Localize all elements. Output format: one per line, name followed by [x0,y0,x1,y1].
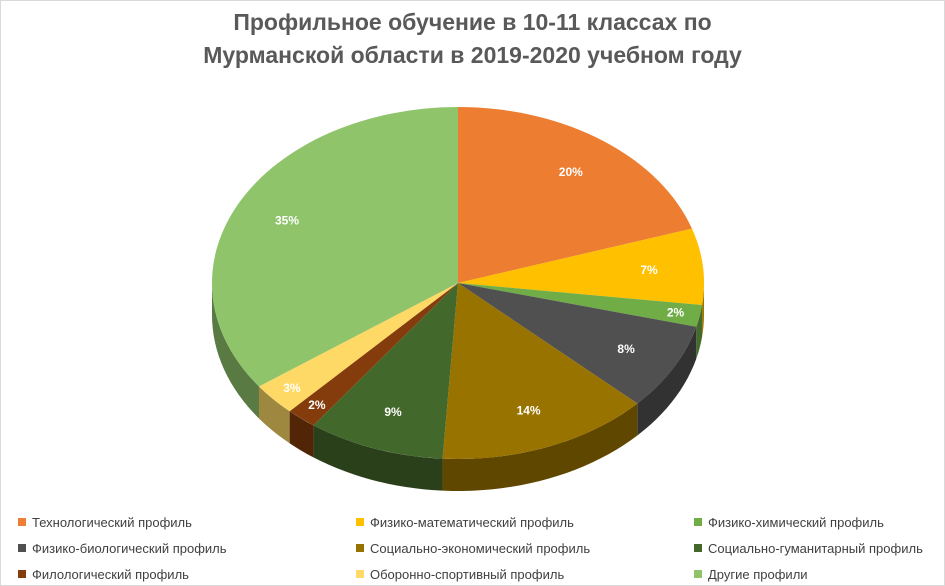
pie-side-физико-биологический-профиль [637,326,697,436]
legend-swatch [356,544,364,552]
pie-side-walls [212,283,704,491]
data-label-физико-химический-профиль: 2% [667,306,685,320]
pie-slice-физико-математический-профиль [458,228,705,306]
data-label-другие-профили: 35% [275,214,299,228]
pie-side-физико-математический-профиль [702,283,704,338]
legend-swatch [694,518,702,526]
chart-title-line-2: Мурманской области в 2019-2020 учебном г… [203,42,742,68]
legend-swatch [356,570,364,578]
legend-item-филологический-профиль: Филологический профиль [18,564,189,584]
legend-item-физико-математический-профиль: Физико-математический профиль [356,512,574,532]
data-label-физико-математический-профиль: 7% [640,263,658,277]
pie-slice-технологический-профиль [458,107,692,283]
pie-slice-другие-профили [211,107,458,387]
pie-slice-оборонно-спортивный-профиль [258,283,458,412]
legend-item-социально-гуманитарный-профиль: Социально-гуманитарный профиль [694,538,923,558]
data-label-оборонно-спортивный-профиль: 3% [283,381,301,395]
data-label-социально-гуманитарный-профиль: 9% [384,405,402,419]
legend-label: Физико-химический профиль [708,514,884,530]
legend-label: Технологический профиль [32,514,192,530]
legend-swatch [18,570,26,578]
pie-slice-физико-химический-профиль [458,283,703,327]
pie-slice-филологический-профиль [289,283,458,426]
legend-item-оборонно-спортивный-профиль: Оборонно-спортивный профиль [356,564,564,584]
pie-top-faces [211,107,705,459]
chart-title-line-1: Профильное обучение в 10-11 классах по [233,9,712,35]
pie-side-физико-химический-профиль [696,305,703,359]
legend-item-физико-биологический-профиль: Физико-биологический профиль [18,538,227,558]
legend-label: Физико-биологический профиль [32,540,227,556]
pie-slice-социально-экономический-профиль [442,283,638,459]
legend-swatch [694,544,702,552]
legend-label: Другие профили [708,566,808,582]
chart-title: Профильное обучение в 10-11 классах по М… [0,6,945,72]
legend-item-другие-профили: Другие профили [694,564,808,584]
legend-swatch [18,518,26,526]
pie-side-социально-гуманитарный-профиль [313,425,443,491]
data-label-филологический-профиль: 2% [308,398,326,412]
legend-swatch [356,518,364,526]
pie-slice-физико-биологический-профиль [458,283,697,404]
legend-label: Оборонно-спортивный профиль [370,566,565,582]
legend: Технологический профиль Физико-математиче… [18,512,938,586]
pie-side-оборонно-спортивный-профиль [258,386,290,444]
data-label-физико-биологический-профиль: 8% [617,342,635,356]
pie-data-labels: 20% 7% 2% 8% 14% 9% 2% 3% 35% [275,165,685,419]
legend-item-социально-экономический-профиль: Социально-экономический профиль [356,538,590,558]
legend-swatch [694,570,702,578]
pie-side-другие-профили [212,283,259,419]
legend-swatch [18,544,26,552]
legend-label: Социально-гуманитарный профиль [708,540,923,556]
data-label-социально-экономический-профиль: 14% [517,404,541,418]
pie-side-филологический-профиль [289,411,314,458]
pie-side-социально-экономический-профиль [442,403,638,491]
data-label-технологический-профиль: 20% [559,165,583,179]
legend-item-физико-химический-профиль: Физико-химический профиль [694,512,884,532]
legend-label: Филологический профиль [32,566,189,582]
pie-slice-социально-гуманитарный-профиль [313,283,458,459]
legend-label: Физико-математический профиль [370,514,574,530]
legend-item-технологический-профиль: Технологический профиль [18,512,192,532]
legend-label: Социально-экономический профиль [370,540,591,556]
